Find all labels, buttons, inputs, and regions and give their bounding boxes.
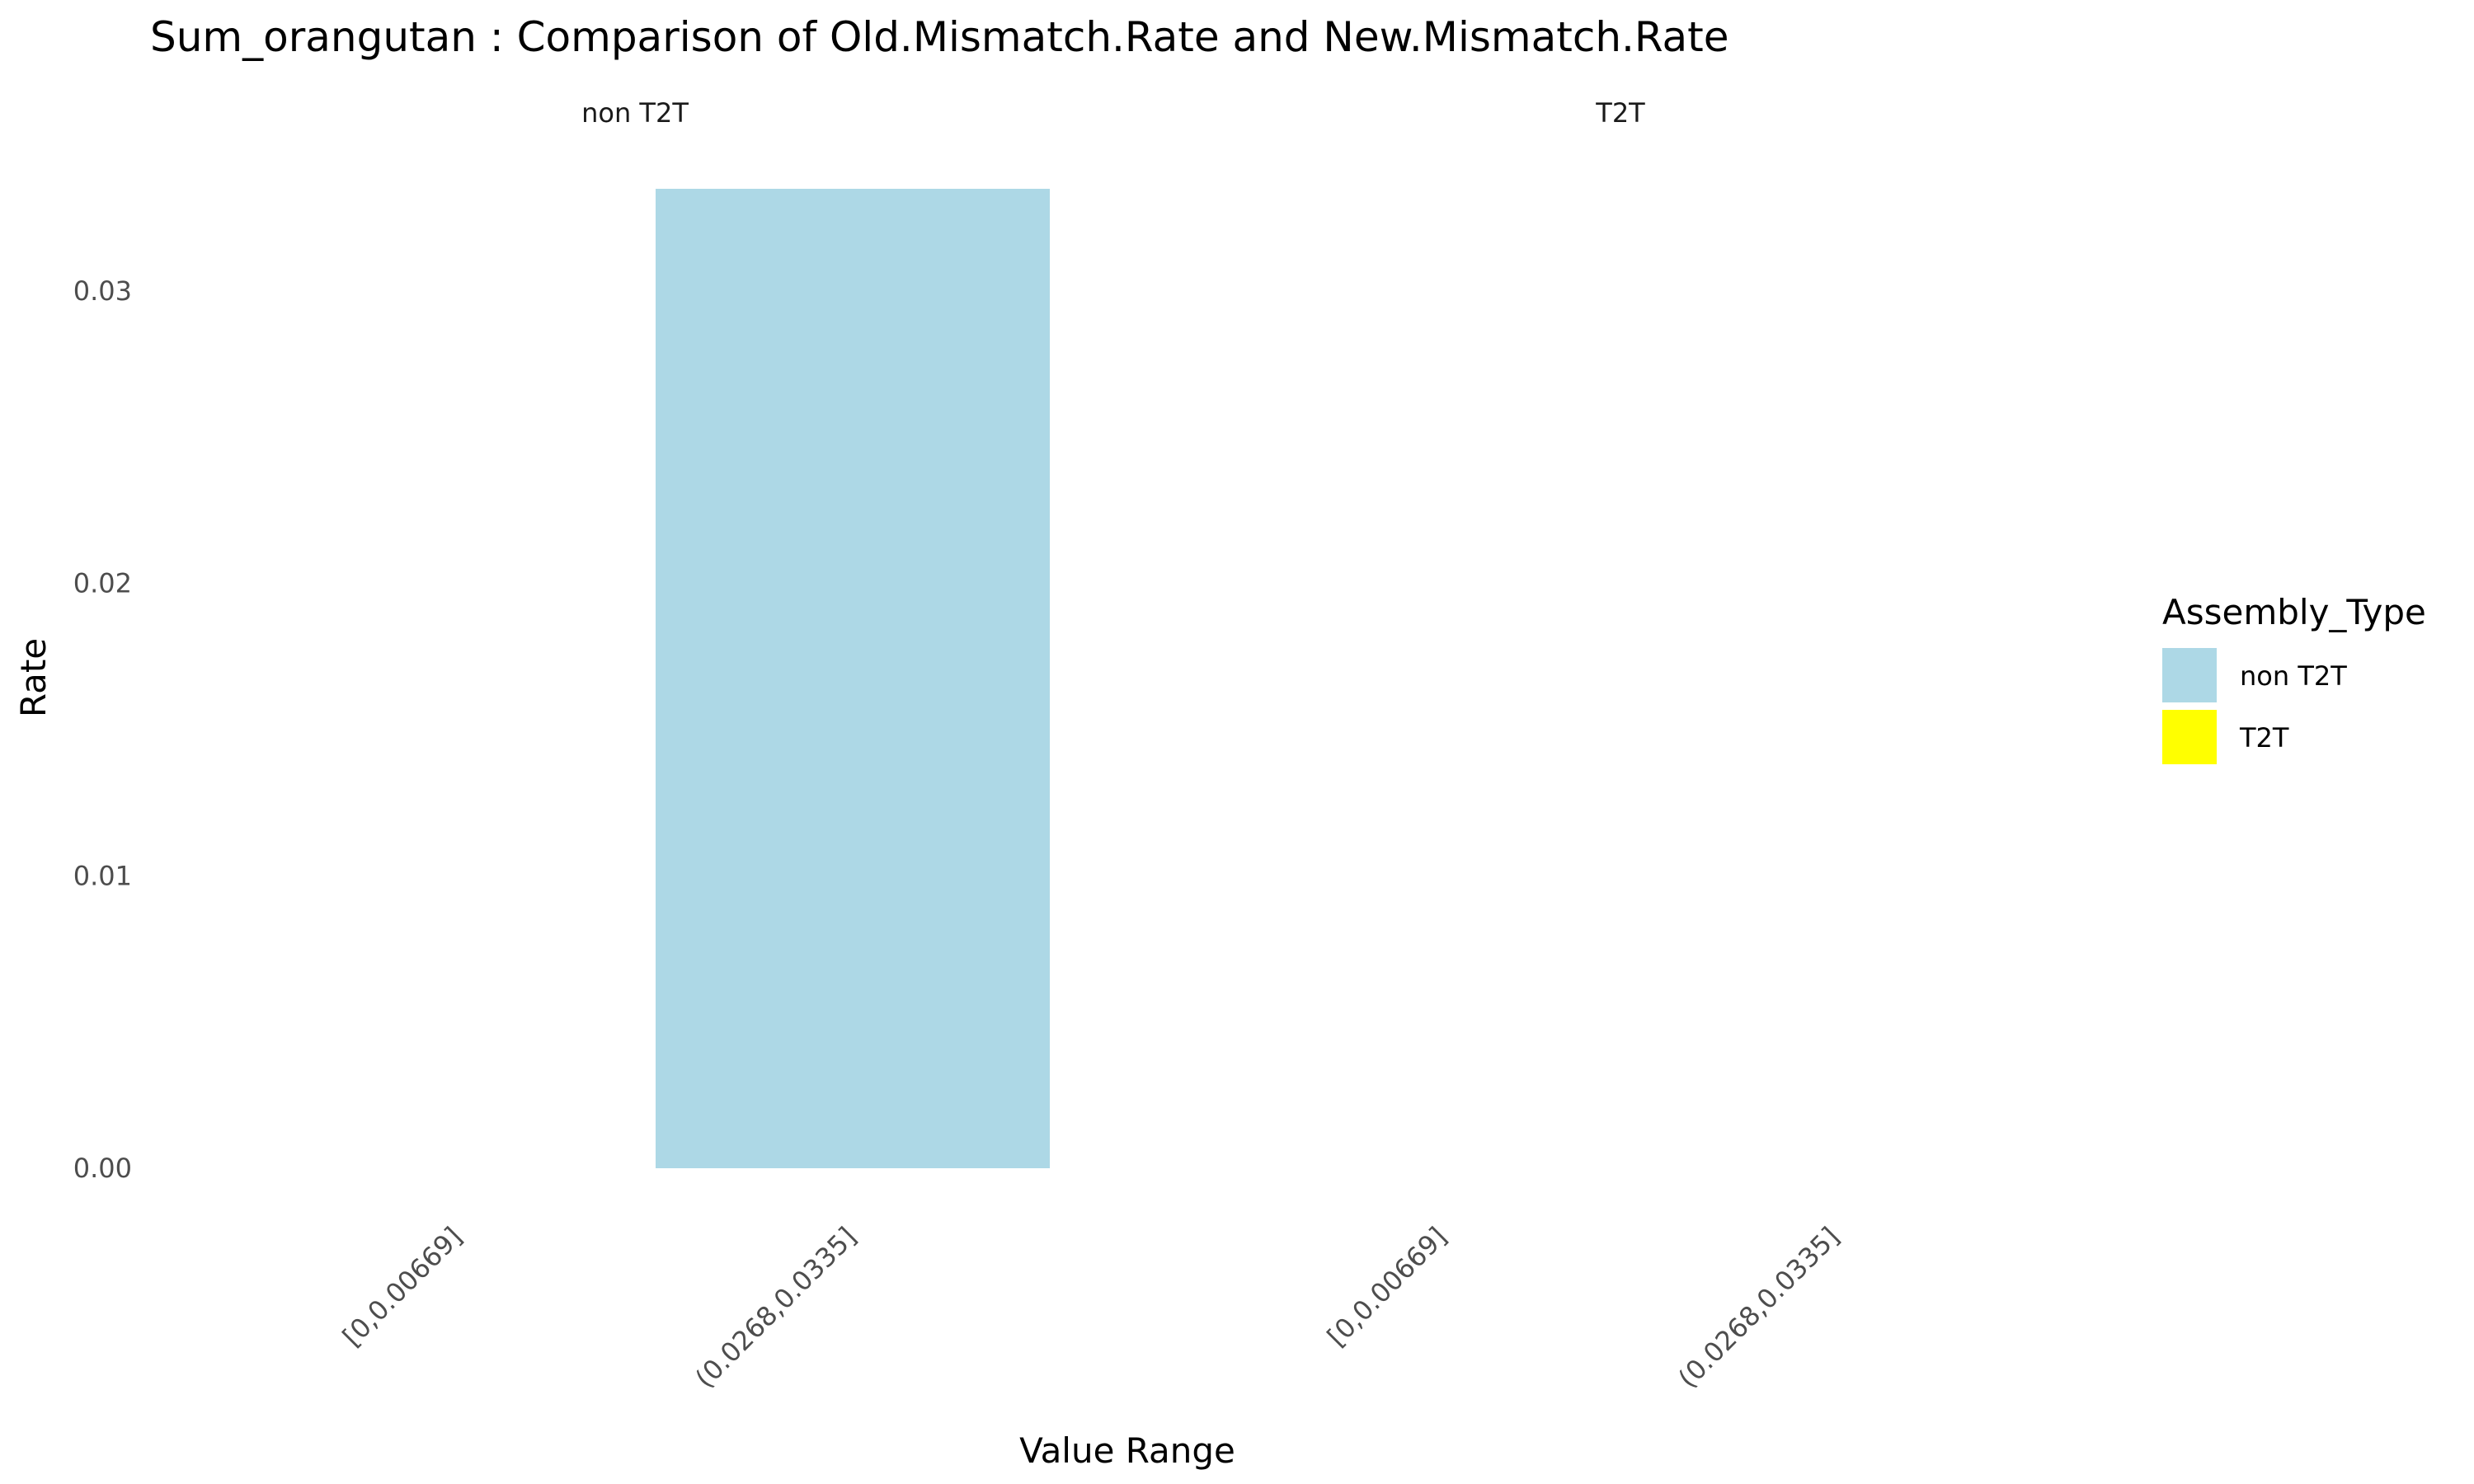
legend-label-non-t2t: non T2T bbox=[2240, 660, 2347, 692]
y-axis: 0.00 0.01 0.02 0.03 bbox=[73, 275, 132, 1184]
chart-title: Sum_orangutan : Comparison of Old.Mismat… bbox=[150, 13, 1729, 61]
legend: Assembly_Type non T2T T2T bbox=[2162, 592, 2426, 764]
x-tick-label: (0.0268,0.0335] bbox=[689, 1221, 863, 1394]
facet-label-non-t2t: non T2T bbox=[581, 97, 689, 129]
legend-swatch-non-t2t bbox=[2162, 648, 2217, 702]
x-axis: [0,0.00669] (0.0268,0.0335] [0,0.00669] (0.… bbox=[336, 1221, 1846, 1394]
x-axis-title: Value Range bbox=[1019, 1430, 1235, 1471]
bars bbox=[656, 189, 1050, 1168]
x-tick-label: (0.0268,0.0335] bbox=[1672, 1221, 1846, 1394]
y-tick-label: 0.00 bbox=[73, 1153, 132, 1184]
facet-label-t2t: T2T bbox=[1595, 97, 1645, 129]
legend-swatch-t2t bbox=[2162, 710, 2217, 764]
y-tick-label: 0.02 bbox=[73, 568, 132, 599]
y-tick-label: 0.01 bbox=[73, 860, 132, 891]
y-axis-title: Rate bbox=[13, 638, 54, 717]
bar bbox=[656, 189, 1050, 1168]
x-tick-label: [0,0.00669] bbox=[1321, 1221, 1453, 1353]
x-tick-label: [0,0.00669] bbox=[336, 1221, 468, 1353]
y-tick-label: 0.03 bbox=[73, 275, 132, 307]
legend-label-t2t: T2T bbox=[2239, 722, 2289, 754]
legend-title: Assembly_Type bbox=[2162, 592, 2426, 632]
